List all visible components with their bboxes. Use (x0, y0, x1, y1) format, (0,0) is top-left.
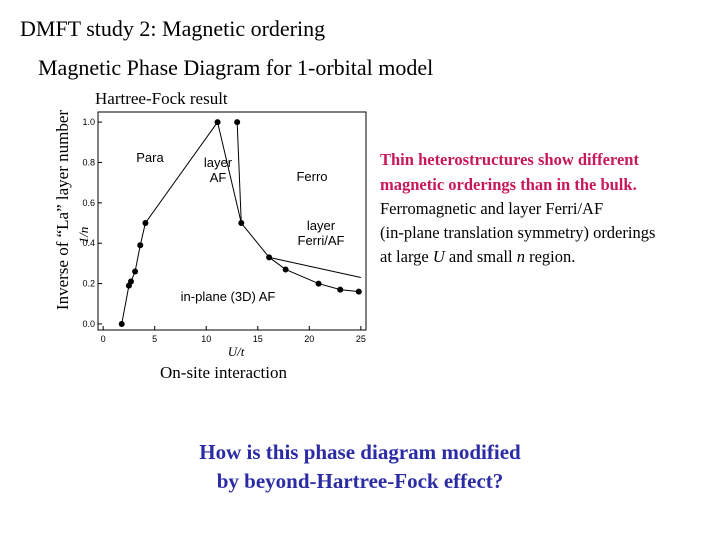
region-label: in-plane (3D) AF (181, 289, 276, 304)
note-line: at large U and small n region. (380, 247, 575, 266)
note-part: n (517, 247, 525, 266)
data-point (132, 268, 139, 275)
data-point (142, 220, 149, 227)
data-point (282, 266, 289, 273)
note-line: Ferromagnetic and layer Ferri/AF (380, 199, 603, 218)
data-point (315, 280, 322, 287)
data-point (234, 119, 241, 126)
plot-caption: Hartree-Fock result (95, 89, 228, 108)
boundary-line (269, 256, 361, 279)
question-line: by beyond-Hartree-Fock effect? (217, 469, 504, 493)
x-tick-label: 10 (201, 334, 211, 344)
note-part: U (433, 247, 446, 266)
y-axis-label: 1/n (76, 227, 91, 244)
x-tick-label: 25 (356, 334, 366, 344)
x-tick-label: 20 (304, 334, 314, 344)
question-line: How is this phase diagram modified (199, 440, 521, 464)
x-tick-label: 0 (101, 334, 106, 344)
note-part: region. (525, 247, 575, 266)
note-part: and small (445, 247, 517, 266)
region-label: layer (204, 155, 233, 170)
note-line: magnetic orderings than in the bulk. (380, 175, 637, 194)
y-tick-label: 0.2 (82, 279, 95, 289)
data-point (137, 242, 144, 249)
notes: Thin heterostructures show different mag… (380, 150, 655, 266)
x-caption: On-site interaction (160, 363, 287, 382)
y-tick-label: 0.6 (82, 198, 95, 208)
x-axis-label: U/t (228, 344, 245, 359)
x-tick-label: 15 (253, 334, 263, 344)
boundary-line (217, 121, 242, 224)
slide-subtitle: Magnetic Phase Diagram for 1-orbital mod… (38, 55, 433, 80)
region-label: Para (136, 150, 164, 165)
y-tick-label: 0.8 (82, 157, 95, 167)
note-line: Thin heterostructures show different (380, 150, 639, 169)
data-point (127, 278, 134, 285)
region-label: layer (307, 218, 336, 233)
side-label: Inverse of “La” layer number (53, 110, 72, 310)
y-tick-label: 1.0 (82, 117, 95, 127)
x-tick-label: 5 (152, 334, 157, 344)
boundary-line (236, 122, 359, 293)
data-point (118, 320, 125, 327)
note-line: (in-plane translation symmetry) ordering… (380, 223, 655, 242)
phase-diagram: 0 5 10 15 20 25 0.0 0.2 0.4 0.6 0.8 1.0 U/t 1/n Para la… (76, 111, 367, 359)
slide-title: DMFT study 2: Magnetic ordering (20, 16, 325, 41)
plot-frame (97, 111, 367, 331)
y-tick-label: 0.4 (82, 238, 95, 248)
data-point (337, 286, 344, 293)
region-label: Ferri/AF (298, 233, 345, 248)
data-point (355, 288, 362, 295)
region-label: Ferro (296, 169, 327, 184)
region-label: AF (210, 170, 227, 185)
y-tick-label: 0.0 (82, 319, 95, 329)
note-part: at large (380, 247, 433, 266)
